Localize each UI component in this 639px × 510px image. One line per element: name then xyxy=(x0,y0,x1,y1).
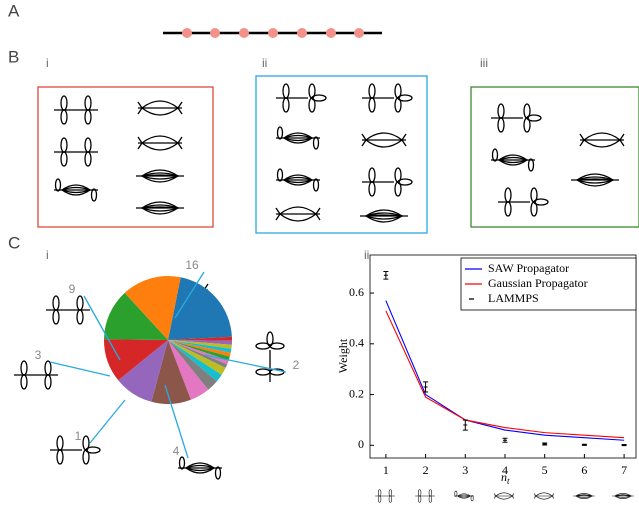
x-tick-label: 1 xyxy=(383,463,389,477)
error-bar xyxy=(542,443,547,445)
annotation: 4 xyxy=(173,444,180,458)
series-line xyxy=(386,311,624,438)
group-box xyxy=(256,76,427,233)
error-bar xyxy=(502,438,507,442)
y-tick-label: 0 xyxy=(358,437,364,451)
panel-label: A xyxy=(8,1,20,20)
figure: A B i ii iii C i ii 9 16 2 4 1 3 0 0.2 0.4 0.6 1 2 3… xyxy=(0,0,639,510)
legend-label: LAMMPS xyxy=(488,291,539,305)
legend-label: Gaussian Propagator xyxy=(488,276,588,290)
error-bar xyxy=(622,445,627,446)
annotation: 9 xyxy=(69,282,76,296)
x-tick-label: 3 xyxy=(462,463,468,477)
sub-label: i xyxy=(46,56,49,70)
error-bar xyxy=(582,444,587,445)
annotation: 3 xyxy=(35,348,42,362)
callout-line xyxy=(50,362,110,376)
series-line xyxy=(386,301,624,441)
sub-label: i xyxy=(46,248,49,262)
sub-label: iii xyxy=(480,56,488,70)
legend-label: SAW Propagator xyxy=(488,261,569,275)
annotation: 1 xyxy=(75,429,82,443)
panel-label: B xyxy=(8,47,19,66)
x-tick-label: 2 xyxy=(423,463,429,477)
x-motifs xyxy=(375,490,634,503)
x-tick-label: 7 xyxy=(621,463,627,477)
annotation: 16 xyxy=(185,258,199,272)
y-tick-label: 0.6 xyxy=(349,285,364,299)
x-tick-label: 5 xyxy=(542,463,548,477)
error-bar xyxy=(463,420,468,430)
sub-label: ii xyxy=(364,248,369,262)
error-bar xyxy=(383,271,388,279)
y-tick-label: 0.4 xyxy=(349,336,364,350)
group-box xyxy=(471,87,639,227)
callout-line xyxy=(90,400,125,443)
x-axis-title-sub: t xyxy=(507,476,510,486)
motif-icons xyxy=(54,84,624,222)
x-tick-label: 6 xyxy=(581,463,587,477)
group-box xyxy=(38,87,213,227)
y-axis-title: Weight xyxy=(336,338,350,373)
annotation: 2 xyxy=(293,358,300,372)
sub-label: ii xyxy=(262,56,267,70)
y-tick-label: 0.2 xyxy=(349,386,364,400)
panel-label: C xyxy=(8,233,20,252)
